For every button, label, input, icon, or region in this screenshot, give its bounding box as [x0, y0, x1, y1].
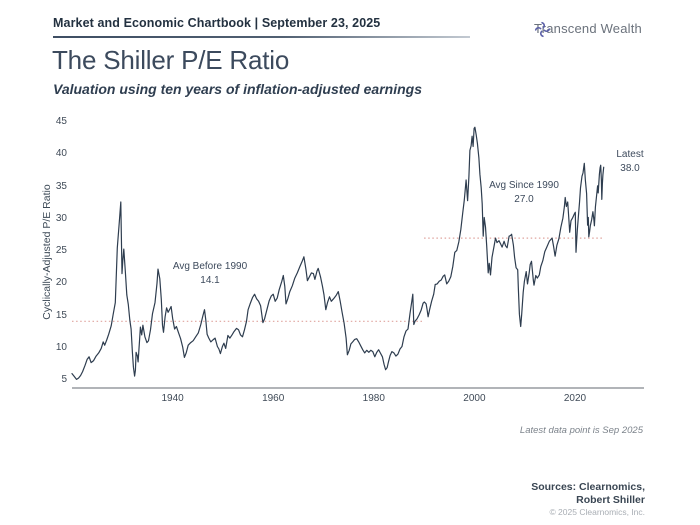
pinwheel-logo-icon	[534, 21, 551, 38]
brand-logo: Transcend Wealth	[534, 21, 642, 38]
annotation-latest-label: Latest	[616, 149, 644, 160]
annotation-latest: Latest 38.0	[605, 148, 655, 176]
shiller-pe-series-line	[71, 126, 605, 380]
annotation-avg-since-1990-value: 27.0	[514, 194, 534, 205]
copyright-text: © 2025 Clearnomics, Inc.	[549, 507, 645, 517]
x-tick-label: 1960	[262, 393, 285, 404]
page-subtitle: Valuation using ten years of inflation-a…	[53, 81, 422, 97]
brand-name: Transcend Wealth	[534, 21, 642, 36]
latest-data-note: Latest data point is Sep 2025	[519, 425, 643, 436]
x-tick-label: 1980	[362, 393, 385, 404]
annotation-avg-before-1990-value: 14.1	[200, 275, 220, 286]
annotation-avg-before-1990: Avg Before 1990 14.1	[160, 260, 260, 288]
header-divider	[53, 36, 470, 38]
x-tick-label: 2000	[463, 393, 486, 404]
y-tick-label: 10	[55, 341, 67, 353]
y-tick-label: 30	[55, 212, 67, 224]
sources-text: Sources: Clearnomics, Robert Shiller	[531, 481, 645, 507]
sources-line-1: Sources: Clearnomics,	[531, 481, 645, 493]
y-tick-label: 40	[55, 148, 67, 160]
y-tick-label: 20	[55, 277, 67, 289]
y-tick-label: 25	[55, 245, 67, 256]
x-tick-label: 2020	[563, 393, 587, 404]
sources-line-2: Robert Shiller	[576, 494, 645, 506]
page-title: The Shiller P/E Ratio	[52, 45, 290, 75]
y-tick-label: 35	[55, 180, 67, 192]
annotation-avg-since-1990: Avg Since 1990 27.0	[474, 179, 574, 207]
annotation-latest-value: 38.0	[620, 163, 640, 174]
y-tick-label: 5	[61, 374, 67, 385]
annotation-avg-before-1990-label: Avg Before 1990	[172, 261, 248, 272]
y-tick-label: 15	[55, 309, 67, 321]
x-tick-label: 1940	[161, 393, 184, 404]
y-tick-label: 45	[55, 116, 67, 127]
annotation-avg-since-1990-label: Avg Since 1990	[489, 180, 559, 191]
chartbook-header-title: Market and Economic Chartbook | Septembe…	[53, 16, 381, 30]
